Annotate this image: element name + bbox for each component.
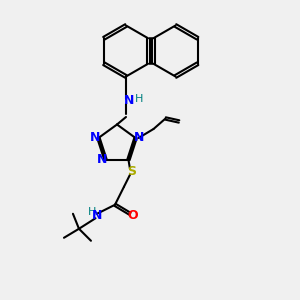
Text: N: N — [97, 153, 107, 166]
Text: N: N — [134, 131, 144, 145]
Text: N: N — [90, 131, 100, 145]
Text: N: N — [124, 94, 134, 107]
Text: H: H — [135, 94, 144, 104]
Text: N: N — [92, 209, 102, 222]
Text: O: O — [128, 209, 138, 222]
Text: S: S — [127, 165, 136, 178]
Text: H: H — [88, 207, 97, 217]
